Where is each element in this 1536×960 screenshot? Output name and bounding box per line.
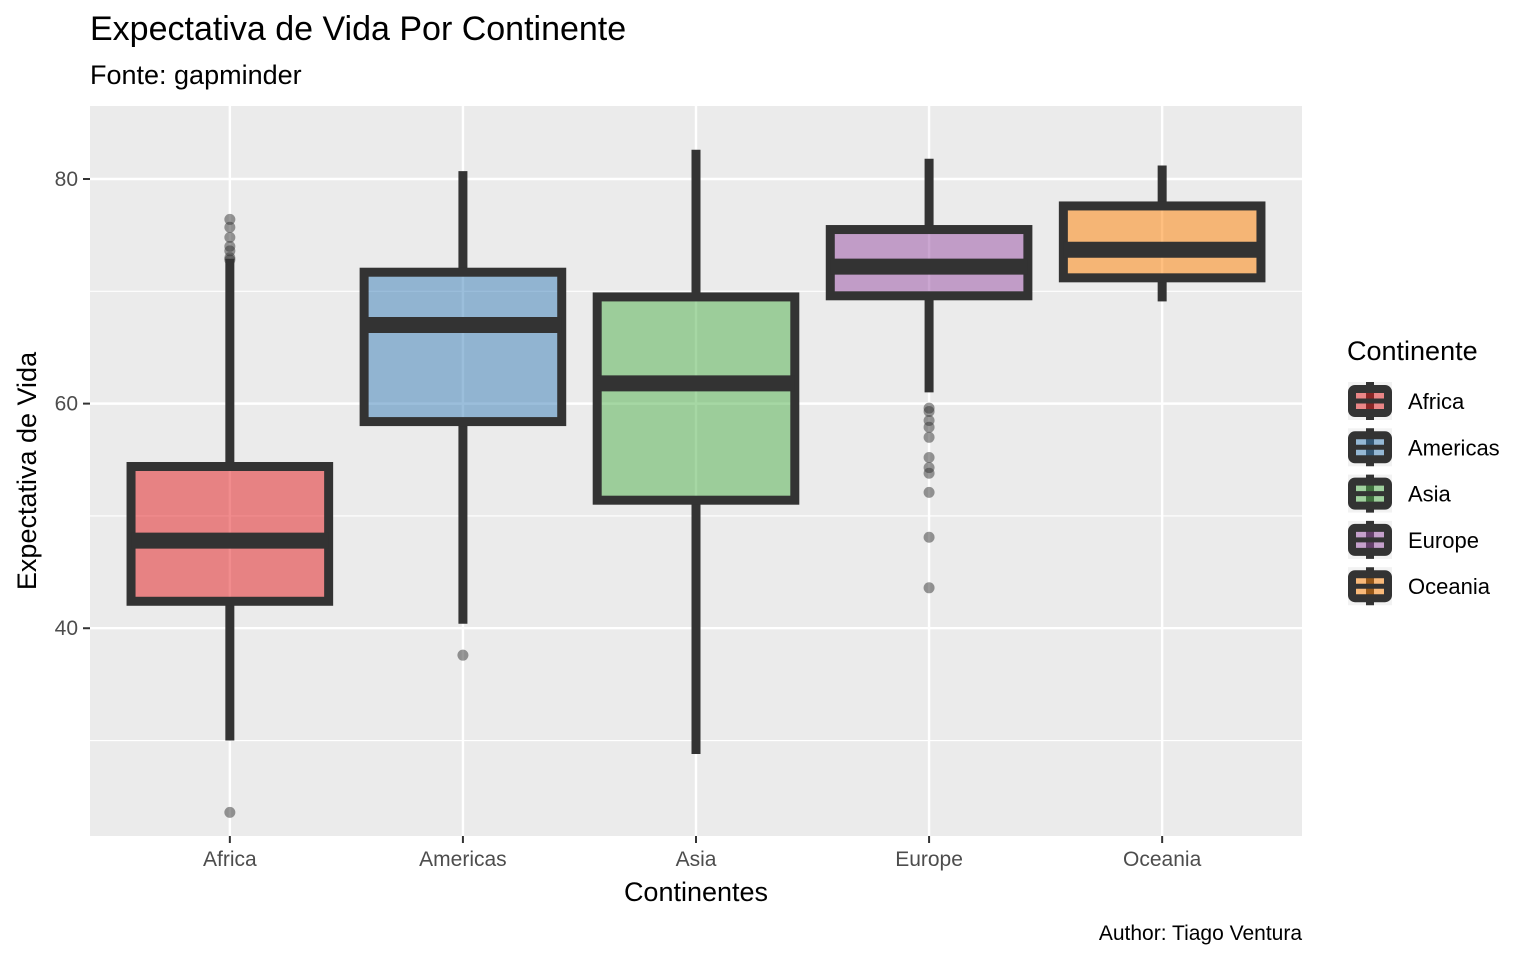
legend-item-europe: Europe: [1348, 520, 1479, 559]
x-tick-label-americas: Americas: [419, 848, 507, 871]
outlier-point: [224, 254, 236, 266]
legend-title: Continente: [1347, 336, 1478, 366]
box-americas: [359, 171, 567, 661]
legend-label: Europe: [1408, 528, 1479, 553]
legend: Continente Africa Americas Asia Europe Ocean…: [1347, 336, 1500, 606]
x-tick-label-oceania: Oceania: [1123, 848, 1202, 871]
y-axis: 40 60 80: [55, 168, 90, 640]
outlier-point: [923, 421, 935, 433]
x-tick-label-asia: Asia: [676, 848, 717, 871]
box-africa: [126, 213, 334, 818]
box-body: [592, 292, 800, 505]
outlier-point: [923, 452, 935, 464]
outlier-point: [923, 486, 935, 498]
box-oceania: [1058, 165, 1266, 302]
chart-title: Expectativa de Vida Por Continente: [90, 10, 626, 48]
box-asia: [592, 149, 800, 755]
x-axis-title: Continentes: [624, 877, 768, 907]
outlier-point: [923, 467, 935, 479]
box-europe: [825, 158, 1033, 594]
outlier-point: [923, 431, 935, 443]
legend-item-americas: Americas: [1348, 428, 1500, 467]
boxes: [126, 149, 1266, 818]
outlier-point: [457, 649, 469, 661]
outlier-point: [923, 582, 935, 594]
outlier-point: [923, 405, 935, 417]
x-tick-label-europe: Europe: [895, 848, 963, 871]
legend-item-africa: Africa: [1348, 382, 1465, 420]
legend-label: Asia: [1408, 482, 1452, 507]
chart-subtitle: Fonte: gapminder: [90, 60, 302, 90]
legend-label: Africa: [1408, 389, 1465, 414]
legend-label: Americas: [1408, 435, 1500, 460]
legend-label: Oceania: [1408, 574, 1491, 599]
box-body: [359, 267, 567, 427]
outlier-point: [923, 531, 935, 543]
legend-item-oceania: Oceania: [1348, 567, 1491, 606]
outlier-point: [224, 806, 236, 818]
x-tick-label-africa: Africa: [203, 848, 257, 871]
outlier-point: [224, 221, 236, 233]
legend-item-asia: Asia: [1348, 474, 1452, 513]
chart-caption: Author: Tiago Ventura: [1099, 922, 1302, 945]
outlier-point: [224, 213, 236, 225]
y-tick-label: 80: [55, 168, 78, 191]
y-axis-title: Expectativa de Vida: [12, 351, 42, 590]
outlier-point: [224, 231, 236, 243]
y-tick-label: 60: [55, 393, 78, 416]
x-axis: Africa Americas Asia Europe Oceania: [203, 836, 1202, 871]
y-tick-label: 40: [55, 617, 78, 640]
